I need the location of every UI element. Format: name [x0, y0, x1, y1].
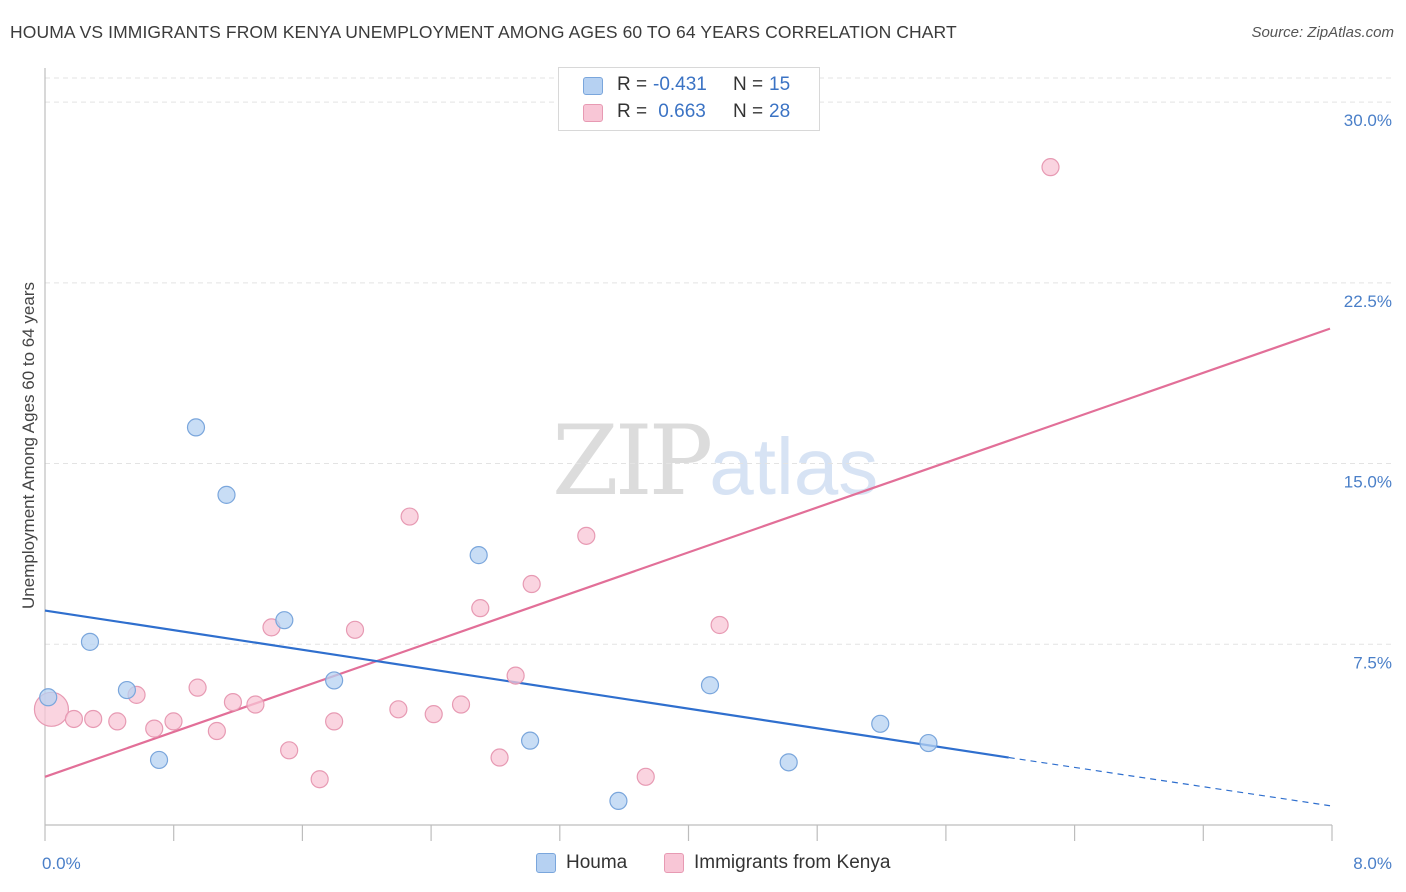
- kenya-point: [188, 678, 207, 697]
- y-tick-label: 22.5%: [1344, 292, 1392, 311]
- y-tick-label: 15.0%: [1344, 473, 1392, 492]
- axis-labels: 7.5% 15.0% 22.5% 30.0% 0.0% 8.0% Unemployment …: [19, 111, 1392, 873]
- houma-point: [275, 611, 294, 630]
- houma-point: [80, 632, 100, 651]
- axes: [44, 68, 1333, 841]
- kenya-point: [577, 526, 596, 545]
- watermark: ZIPatlas: [552, 405, 878, 517]
- houma-point: [117, 680, 137, 700]
- kenya-point: [84, 709, 103, 729]
- grid-lines: [45, 77, 1392, 645]
- kenya-point: [490, 748, 509, 767]
- houma-point: [325, 671, 344, 690]
- kenya-point: [64, 709, 84, 729]
- houma-trend-line: [44, 609, 1009, 759]
- houma-point: [871, 714, 890, 733]
- houma-point: [700, 676, 720, 695]
- n-value: 28: [769, 101, 791, 122]
- houma-point: [520, 731, 540, 750]
- kenya-point: [207, 721, 226, 741]
- data-points: [33, 158, 1060, 811]
- y-tick-label: 7.5%: [1353, 653, 1392, 672]
- r-label: R =: [617, 74, 648, 95]
- houma-point: [186, 418, 206, 437]
- kenya-point: [164, 712, 183, 731]
- kenya-point: [636, 767, 655, 786]
- houma-point: [469, 546, 488, 565]
- kenya-point: [1041, 158, 1060, 177]
- houma-swatch: [536, 853, 556, 873]
- x-tick-label: 8.0%: [1353, 854, 1392, 873]
- houma-point: [39, 688, 58, 707]
- n-value: 15: [769, 74, 791, 95]
- kenya-point: [522, 574, 541, 594]
- houma-point: [149, 750, 169, 770]
- legend-label: Immigrants from Kenya: [694, 852, 891, 873]
- kenya-point: [223, 693, 243, 712]
- kenya-point: [451, 695, 471, 714]
- kenya-point: [471, 599, 490, 618]
- n-label: N =: [733, 74, 764, 95]
- trend-lines: [44, 327, 1331, 807]
- legend-label: Houma: [566, 852, 628, 873]
- kenya-point: [108, 712, 127, 731]
- houma-point: [217, 485, 236, 504]
- houma-swatch: [583, 77, 603, 95]
- houma-point: [919, 733, 938, 753]
- kenya-swatch: [583, 104, 603, 122]
- n-label: N =: [733, 101, 764, 122]
- kenya-point: [400, 507, 419, 526]
- kenya-swatch: [664, 853, 684, 873]
- kenya-point: [145, 719, 164, 738]
- y-tick-label: 30.0%: [1344, 111, 1392, 130]
- kenya-point: [345, 620, 365, 639]
- houma-trend-extension: [1008, 756, 1331, 807]
- kenya-point: [506, 666, 525, 685]
- chart-title: HOUMA VS IMMIGRANTS FROM KENYA UNEMPLOYM…: [10, 22, 957, 42]
- houma-point: [779, 753, 798, 772]
- watermark-zip: ZIP: [552, 405, 713, 517]
- kenya-point: [389, 700, 408, 719]
- source-credit: Source: ZipAtlas.com: [1251, 24, 1394, 41]
- kenya-point: [310, 770, 329, 789]
- r-label: R =: [617, 101, 648, 122]
- kenya-point: [280, 741, 299, 760]
- kenya-point: [246, 695, 265, 714]
- kenya-point: [710, 615, 729, 635]
- kenya-point: [325, 712, 344, 731]
- houma-point: [609, 791, 628, 811]
- kenya-point: [424, 705, 443, 724]
- x-tick-label: 0.0%: [42, 854, 81, 873]
- r-value: 0.663: [653, 101, 706, 122]
- y-axis-label: Unemployment Among Ages 60 to 64 years: [19, 282, 38, 609]
- correlation-legend: R = -0.431 N = 15 R = 0.663 N = 28: [558, 67, 820, 131]
- r-value: -0.431: [653, 74, 707, 95]
